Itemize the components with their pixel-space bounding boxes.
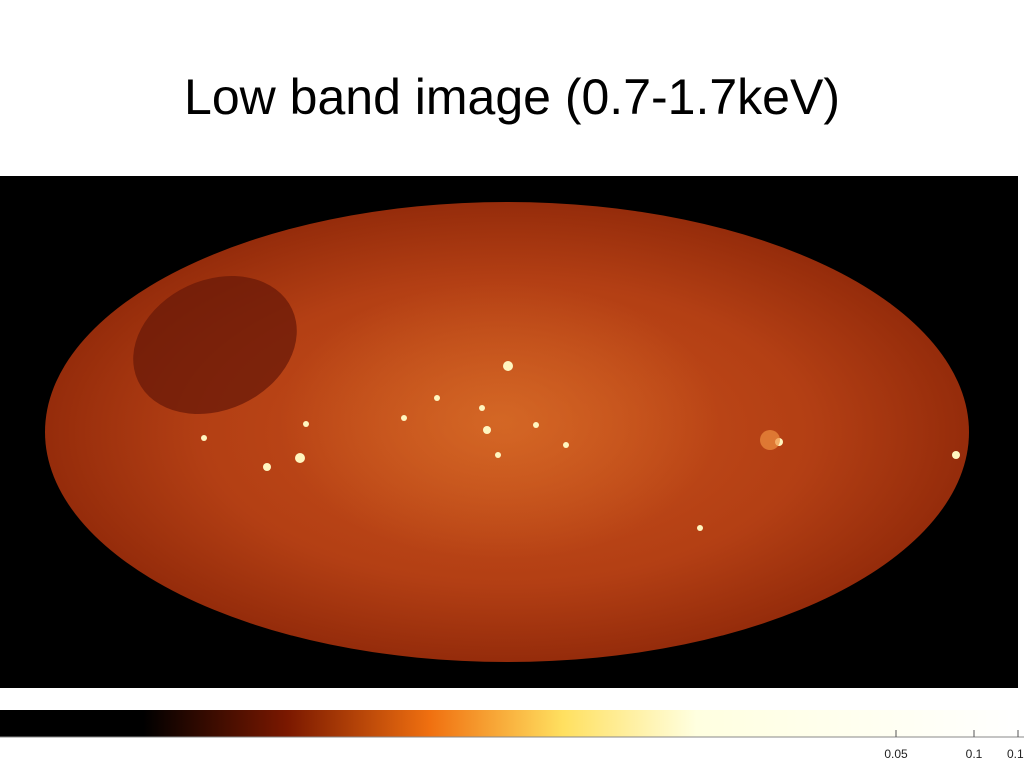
source bbox=[952, 451, 960, 459]
source bbox=[479, 405, 485, 411]
dark-region bbox=[133, 276, 297, 414]
source bbox=[303, 421, 309, 427]
bright-patch bbox=[760, 430, 780, 450]
source bbox=[295, 453, 305, 463]
galactic-glow bbox=[280, 280, 720, 560]
source bbox=[483, 426, 491, 434]
colorbar-tick-label: 0.1 bbox=[1007, 747, 1024, 761]
source bbox=[533, 422, 539, 428]
colorbar bbox=[0, 710, 1024, 737]
source bbox=[201, 435, 207, 441]
colorbar-tick-label: 0.05 bbox=[884, 747, 908, 761]
source bbox=[434, 395, 440, 401]
source bbox=[495, 452, 501, 458]
source bbox=[503, 361, 513, 371]
source bbox=[697, 525, 703, 531]
source bbox=[563, 442, 569, 448]
slide-title: Low band image (0.7-1.7keV) bbox=[184, 69, 840, 125]
source bbox=[263, 463, 271, 471]
source bbox=[401, 415, 407, 421]
colorbar-tick-label: 0.1 bbox=[966, 747, 983, 761]
